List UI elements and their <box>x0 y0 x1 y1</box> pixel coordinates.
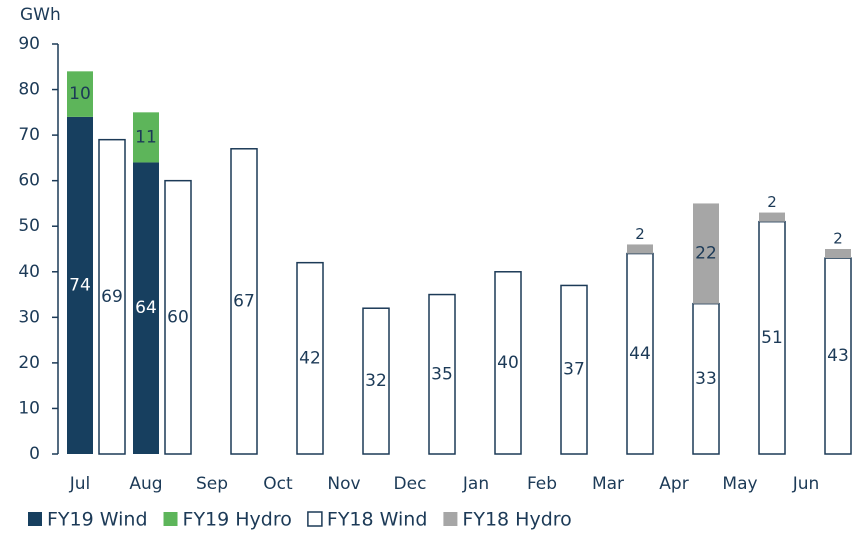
y-tick-label: 90 <box>18 34 40 54</box>
bar-segment <box>164 179 192 455</box>
bar-segment <box>230 148 258 455</box>
bar-segment <box>693 203 719 304</box>
bar-segment <box>133 112 159 163</box>
data-label: 69 <box>101 287 123 307</box>
x-tick-label: Dec <box>394 474 427 494</box>
y-tick-label: 10 <box>18 398 40 418</box>
x-tick-label: Sep <box>196 474 228 494</box>
y-tick-label: 50 <box>18 216 40 236</box>
bar-segment <box>362 307 390 455</box>
data-label: 60 <box>167 307 189 327</box>
x-tick-label: Jun <box>792 474 820 494</box>
data-label: 11 <box>135 127 157 147</box>
legend-swatch <box>307 511 323 527</box>
bar-segment <box>67 116 93 454</box>
y-tick-label: 80 <box>18 80 40 100</box>
data-label: 2 <box>635 225 645 243</box>
legend-label: FY19 Wind <box>47 509 148 531</box>
x-tick-label: Oct <box>263 474 293 494</box>
x-tick-label: Feb <box>527 474 557 494</box>
bar-segment <box>824 257 852 455</box>
y-tick-label: 0 <box>29 444 40 464</box>
legend-label: FY18 Hydro <box>462 509 571 531</box>
legend-swatch <box>443 512 458 526</box>
bar-segment <box>692 302 720 455</box>
data-label: 33 <box>695 369 717 389</box>
bar-segment <box>296 261 324 455</box>
data-label: 2 <box>833 230 843 248</box>
legend-label: FY19 Hydro <box>183 509 292 531</box>
x-tick-label: Mar <box>592 474 624 494</box>
bar-segment <box>825 249 851 259</box>
legend-swatch <box>163 512 178 526</box>
bar-segment <box>627 244 653 254</box>
data-label: 44 <box>629 344 651 364</box>
y-tick-label: 30 <box>18 307 40 327</box>
bar-segment <box>67 71 93 117</box>
x-tick-label: Nov <box>327 474 360 494</box>
data-label: 32 <box>365 371 387 391</box>
y-tick-label: 40 <box>18 262 40 282</box>
data-label: 67 <box>233 291 255 311</box>
data-label: 35 <box>431 364 453 384</box>
data-label: 40 <box>497 353 519 373</box>
data-label: 43 <box>827 346 849 366</box>
y-tick-label: 70 <box>18 125 40 145</box>
bar-segment <box>758 220 786 455</box>
x-tick-label: Jul <box>69 474 91 494</box>
x-tick-label: Jan <box>462 474 489 494</box>
bar-segment <box>494 271 522 455</box>
x-tick-label: Aug <box>129 474 162 494</box>
data-label: 42 <box>299 348 321 368</box>
data-label: 2 <box>767 193 777 211</box>
legend-label: FY18 Wind <box>327 509 428 531</box>
y-tick-label: 20 <box>18 353 40 373</box>
data-label: 22 <box>695 244 717 264</box>
bar-segment <box>626 252 654 455</box>
x-tick-label: Apr <box>659 474 688 494</box>
bar-segment <box>98 138 126 455</box>
data-label: 64 <box>135 298 157 318</box>
bar-segment <box>560 284 588 455</box>
bar-segment <box>133 162 159 454</box>
data-label: 37 <box>563 360 585 380</box>
data-label: 10 <box>69 84 91 104</box>
legend-swatch <box>28 512 42 526</box>
y-axis-label: GWh <box>20 5 61 25</box>
x-tick-label: May <box>722 474 757 494</box>
data-label: 74 <box>69 275 91 295</box>
bar-segment <box>759 212 785 222</box>
y-tick-label: 60 <box>18 171 40 191</box>
bar-segment <box>428 293 456 455</box>
data-label: 51 <box>761 328 783 348</box>
